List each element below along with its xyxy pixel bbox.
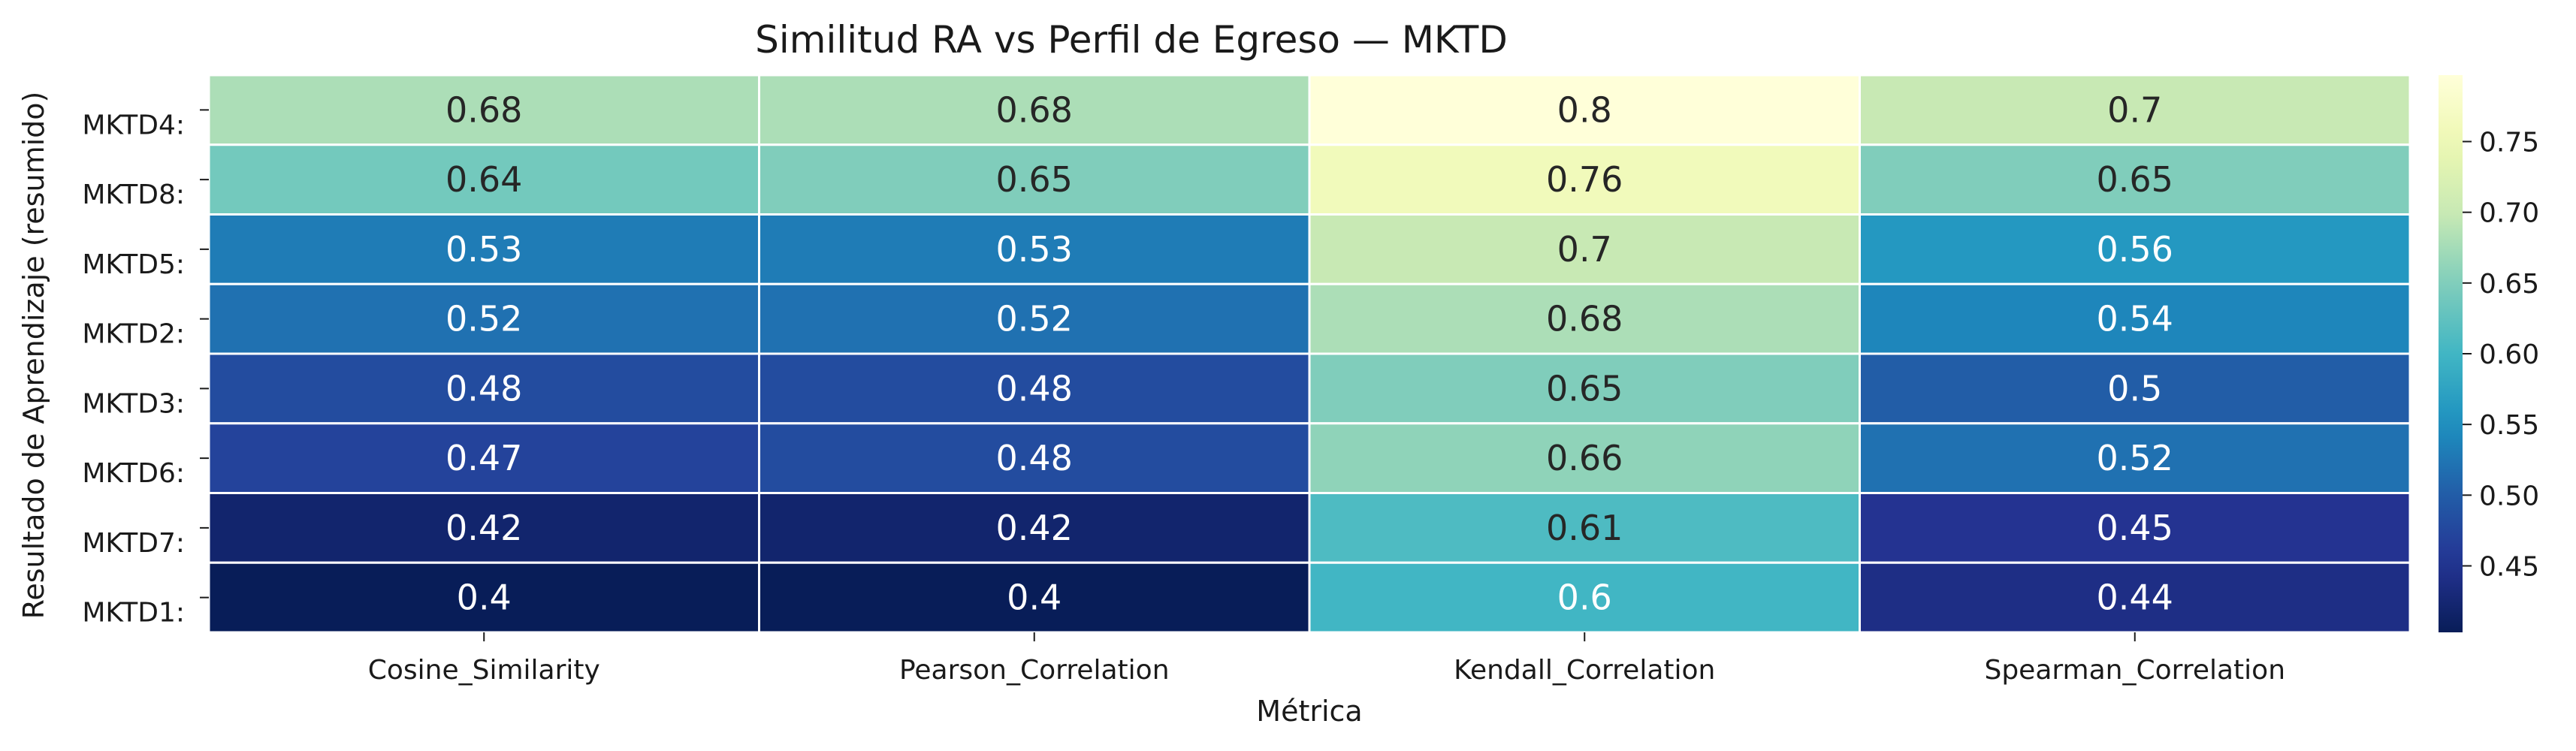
cell-value-label: 0.65 [1546,368,1623,409]
cell-value-label: 0.6 [1557,578,1612,618]
cell-value-label: 0.52 [445,299,522,339]
cell-value-label: 0.66 [1546,438,1623,478]
heatmap-cell [207,422,760,494]
y-tick-label: MKTD7: [82,528,185,559]
cell-value-label: 0.48 [996,368,1073,409]
cell-value-label: 0.42 [996,508,1073,548]
y-tick-label: MKTD6: [82,458,185,489]
heatmap-cell [1859,143,2411,216]
cell-value-label: 0.8 [1557,89,1612,130]
heatmap-cell [1308,74,1861,146]
colorbar: 0.45 0.50 0.55 0.60 0.65 0.70 0.75 [2439,75,2539,632]
heatmap-cell [207,74,760,146]
cell-value-label: 0.65 [996,159,1073,200]
cell-value-label: 0.68 [996,89,1073,130]
cell-value-label: 0.56 [2097,229,2173,270]
cell-value-label: 0.76 [1546,159,1623,200]
colorbar-tick-label: 0.75 [2479,128,2539,158]
heatmap-cell [758,143,1311,216]
heatmap-cell [758,352,1311,425]
colorbar-tick-label: 0.60 [2479,339,2539,370]
cell-value-label: 0.54 [2097,299,2173,339]
cell-value-label: 0.64 [445,159,522,200]
cell-value-label: 0.68 [445,89,522,130]
cell-value-label: 0.5 [2107,368,2162,409]
y-tick-label: MKTD1: [82,598,185,629]
heatmap-cell [207,561,760,634]
colorbar-tick-label: 0.50 [2479,481,2539,511]
x-tick-label: Pearson_Correlation [899,655,1170,686]
y-tick-label: MKTD5: [82,249,185,280]
y-axis-label: Resultado de Aprendizaje (resumido) [17,92,50,620]
x-axis-ticks: Cosine_Similarity Pearson_Correlation Kend… [368,632,2285,686]
x-tick-label: Kendall_Correlation [1454,655,1715,686]
cell-value-label: 0.4 [1007,578,1062,618]
heatmap-cell [207,492,760,564]
heatmap-cell [1859,422,2411,494]
cell-value-label: 0.52 [2097,438,2173,478]
heatmap-cell [1308,352,1861,425]
cell-value-label: 0.53 [445,229,522,270]
heatmap-cell [758,282,1311,355]
y-tick-label: MKTD2: [82,319,185,350]
heatmap-cells [207,74,2411,634]
heatmap-cell [1859,492,2411,564]
x-tick-label: Spearman_Correlation [1984,655,2285,686]
chart-title: Similitud RA vs Perfil de Egreso — MKTD [755,18,1508,62]
y-tick-label: MKTD4: [82,110,185,140]
cell-value-label: 0.44 [2097,578,2173,618]
colorbar-tick-label: 0.65 [2479,269,2539,300]
colorbar-tick-label: 0.45 [2479,551,2539,582]
cell-value-label: 0.65 [2097,159,2173,200]
heatmap-cell [1859,213,2411,285]
cell-value-label: 0.7 [1557,229,1612,270]
colorbar-tick-label: 0.55 [2479,410,2539,441]
cell-value-label: 0.48 [445,368,522,409]
cell-value-label: 0.61 [1546,508,1623,548]
cell-value-label: 0.53 [996,229,1073,270]
heatmap-cell [1308,422,1861,494]
cell-value-label: 0.47 [445,438,522,478]
cell-value-label: 0.7 [2107,89,2162,130]
cell-value-label: 0.48 [996,438,1073,478]
cell-value-label: 0.4 [457,578,512,618]
cell-value-label: 0.45 [2097,508,2173,548]
y-tick-label: MKTD3: [82,388,185,419]
cell-value-label: 0.68 [1546,299,1623,339]
heatmap-cell [1859,352,2411,425]
heatmap-cell-labels: 0.68 0.68 0.8 0.7 0.64 0.65 0.76 0.65 0.53 0.53 0.… [445,89,2173,617]
colorbar-tick-label: 0.70 [2479,198,2539,229]
colorbar-gradient [2439,75,2463,632]
heatmap-cell [1859,282,2411,355]
y-tick-label: MKTD8: [82,179,185,210]
heatmap-cell [1308,561,1861,634]
cell-value-label: 0.52 [996,299,1073,339]
x-tick-label: Cosine_Similarity [368,655,600,686]
y-axis-ticks: MKTD4: MKTD8: MKTD5: MKTD2: MKTD3: MKTD6: MKTD… [82,109,209,629]
cell-value-label: 0.42 [445,508,522,548]
x-axis-label: Métrica [1256,695,1362,728]
heatmap-cell [1308,492,1861,564]
heatmap-cell [758,213,1311,285]
heatmap-cell [758,422,1311,494]
heatmap-cell [758,74,1311,146]
heatmap-cell [1859,74,2411,146]
